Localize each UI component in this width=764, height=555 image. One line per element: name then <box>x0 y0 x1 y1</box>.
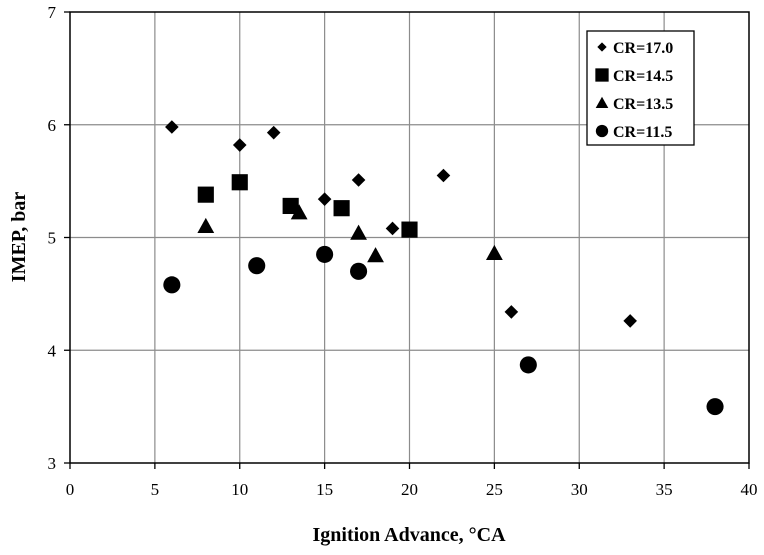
data-point-cr-14-5 <box>231 174 248 191</box>
data-point-cr-13-5 <box>197 217 215 233</box>
data-point-cr-17-0 <box>266 125 281 140</box>
legend-label-cr-13-5: CR=13.5 <box>613 96 673 113</box>
data-point-cr-17-0 <box>351 173 366 187</box>
y-tick-label: 6 <box>48 116 57 135</box>
y-tick-label: 5 <box>48 229 57 248</box>
y-axis-title: IMEP, bar <box>8 192 30 283</box>
data-point-cr-11-5 <box>519 356 537 374</box>
data-point-cr-17-0 <box>385 221 400 236</box>
data-point-cr-14-5 <box>282 197 299 215</box>
x-tick-label: 20 <box>401 480 418 499</box>
legend-marker-cr-14-5 <box>595 68 609 82</box>
data-point-cr-13-5 <box>367 247 384 263</box>
legend-marker-cr-17-0 <box>597 42 607 52</box>
legend-label-cr-11-5: CR=11.5 <box>613 124 672 141</box>
legend-marker-cr-13-5 <box>595 96 609 109</box>
x-tick-label: 30 <box>571 480 588 499</box>
data-point-cr-17-0 <box>317 192 332 206</box>
data-point-cr-13-5 <box>485 244 503 261</box>
data-point-cr-13-5 <box>350 224 367 240</box>
x-tick-label: 25 <box>486 480 503 499</box>
x-tick-label: 10 <box>231 480 248 499</box>
data-point-cr-11-5 <box>248 257 266 275</box>
data-point-cr-11-5 <box>706 398 724 416</box>
legend-label-cr-17-0: CR=17.0 <box>613 40 673 57</box>
legend: CR=17.0 CR=14.5 CR=13.5 CR=11.5 <box>586 30 695 146</box>
data-point-cr-11-5 <box>350 262 368 280</box>
data-point-cr-17-0 <box>232 138 247 152</box>
x-axis-title: Ignition Advance, °CA <box>312 524 506 546</box>
data-point-cr-14-5 <box>333 200 350 217</box>
y-tick-label: 4 <box>48 341 57 360</box>
data-point-cr-17-0 <box>436 168 451 183</box>
x-tick-label: 35 <box>656 480 673 499</box>
x-tick-label: 15 <box>316 480 333 499</box>
data-point-cr-11-5 <box>163 276 181 294</box>
data-point-cr-14-5 <box>197 186 214 203</box>
legend-marker-cr-11-5 <box>595 124 609 138</box>
data-point-cr-17-0 <box>165 120 179 134</box>
x-tick-label: 0 <box>66 480 75 499</box>
marker-layer <box>163 120 724 416</box>
data-point-cr-14-5 <box>401 221 418 238</box>
data-point-cr-11-5 <box>316 245 334 263</box>
data-point-cr-17-0 <box>504 305 519 319</box>
x-tick-label: 5 <box>151 480 160 499</box>
data-point-cr-17-0 <box>623 314 637 328</box>
y-tick-label: 3 <box>48 454 57 473</box>
y-tick-label: 7 <box>48 3 57 22</box>
legend-label-cr-14-5: CR=14.5 <box>613 68 673 85</box>
axis-layer: 0 5 10 15 20 25 30 35 40 3 4 5 6 7 <box>48 3 758 499</box>
data-point-cr-13-5 <box>290 204 308 220</box>
x-tick-label: 40 <box>741 480 758 499</box>
